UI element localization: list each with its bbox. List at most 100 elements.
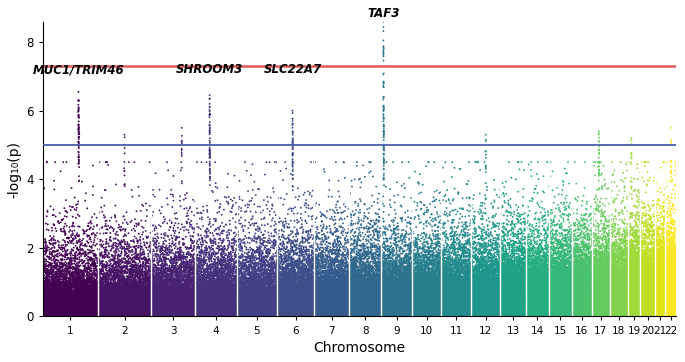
Point (484, 308, 495, 314)
Point (54, 306, 65, 312)
Point (184, 310, 195, 315)
Point (610, 290, 621, 295)
Point (642, 310, 653, 316)
Point (654, 248, 665, 254)
Point (458, 295, 469, 301)
Point (480, 166, 491, 172)
Point (419, 312, 430, 317)
Point (215, 304, 226, 310)
Point (664, 288, 675, 294)
Point (317, 252, 328, 258)
Point (646, 301, 657, 307)
Point (356, 286, 366, 292)
Point (631, 293, 642, 299)
Point (628, 308, 639, 314)
Point (364, 293, 375, 299)
Point (667, 308, 678, 314)
Point (415, 312, 426, 317)
Point (272, 307, 283, 313)
Point (532, 311, 543, 317)
Point (316, 288, 327, 294)
Point (553, 308, 564, 314)
Point (578, 275, 589, 281)
Point (144, 309, 155, 315)
Point (543, 308, 553, 313)
Point (561, 301, 572, 307)
Point (494, 312, 505, 317)
Point (560, 308, 571, 313)
Point (662, 301, 673, 307)
Point (649, 273, 660, 279)
Point (46, 286, 57, 291)
Point (566, 310, 577, 316)
Point (149, 297, 160, 303)
Point (429, 304, 440, 310)
Point (386, 295, 397, 301)
Point (542, 303, 553, 309)
Point (104, 285, 115, 291)
Point (410, 307, 421, 313)
Point (651, 311, 662, 316)
Point (615, 244, 626, 249)
Point (600, 312, 611, 317)
Point (551, 308, 562, 314)
Point (552, 297, 563, 303)
Point (434, 281, 445, 287)
Point (586, 300, 597, 306)
Point (592, 287, 603, 292)
Point (339, 299, 350, 305)
Point (372, 296, 383, 302)
Point (382, 302, 393, 308)
Point (594, 262, 605, 268)
Point (255, 279, 266, 285)
Point (203, 312, 214, 317)
Point (238, 276, 249, 282)
Point (355, 268, 366, 273)
Point (549, 310, 560, 316)
Point (483, 308, 494, 313)
Point (189, 286, 200, 291)
Point (175, 282, 186, 288)
Point (427, 312, 438, 317)
Point (637, 310, 648, 316)
Point (375, 302, 386, 308)
Point (655, 300, 666, 306)
Point (410, 312, 421, 317)
Point (162, 311, 173, 317)
Point (473, 312, 484, 317)
Point (379, 302, 390, 308)
Point (352, 296, 363, 302)
Point (306, 294, 317, 300)
Point (134, 291, 145, 297)
Point (312, 302, 323, 308)
Point (638, 304, 649, 310)
Point (332, 298, 342, 304)
Point (292, 308, 303, 313)
Point (653, 291, 664, 296)
Point (591, 288, 602, 294)
Point (401, 302, 412, 308)
Point (568, 304, 579, 310)
Point (575, 295, 586, 301)
Point (186, 271, 197, 277)
Point (196, 291, 207, 297)
Point (431, 279, 442, 285)
Point (230, 302, 241, 307)
Point (580, 265, 591, 270)
Point (206, 311, 216, 317)
Point (594, 306, 605, 311)
Point (571, 303, 582, 308)
Point (138, 295, 149, 301)
Point (221, 307, 232, 312)
Point (631, 227, 642, 233)
Point (594, 306, 605, 312)
Point (649, 296, 660, 302)
Point (320, 311, 331, 317)
Point (306, 311, 317, 317)
Point (665, 294, 676, 300)
Point (665, 303, 676, 308)
Point (256, 280, 267, 286)
Point (346, 309, 357, 315)
Point (487, 284, 498, 290)
Point (66, 228, 77, 234)
